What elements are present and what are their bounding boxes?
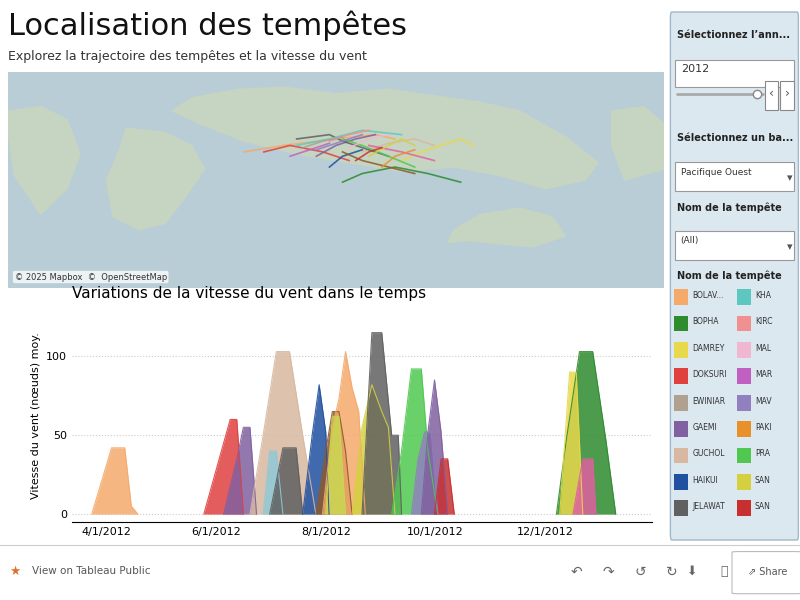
Text: EWINIAR: EWINIAR	[692, 397, 726, 406]
Bar	[674, 368, 688, 384]
Bar	[674, 448, 688, 463]
Bar	[737, 342, 751, 358]
Bar	[674, 316, 688, 331]
Text: Localisation des tempêtes: Localisation des tempêtes	[8, 11, 407, 41]
Bar	[674, 342, 688, 358]
Polygon shape	[172, 87, 598, 188]
Text: HAIKUI: HAIKUI	[692, 476, 718, 485]
Polygon shape	[106, 128, 205, 230]
Text: ↷: ↷	[602, 565, 614, 578]
Text: DOKSURI: DOKSURI	[692, 370, 726, 379]
FancyBboxPatch shape	[732, 551, 800, 594]
Text: PRA: PRA	[755, 449, 770, 458]
Text: BOLAV...: BOLAV...	[692, 291, 723, 300]
Text: KIRC: KIRC	[755, 317, 772, 326]
Text: ↻: ↻	[666, 565, 678, 578]
Text: Variations de la vitesse du vent dans le temps: Variations de la vitesse du vent dans le…	[72, 286, 426, 301]
Text: 2012: 2012	[681, 64, 709, 74]
Text: GAEMI: GAEMI	[692, 423, 717, 432]
Bar	[737, 368, 751, 384]
Text: ⬇: ⬇	[686, 565, 698, 578]
Text: ›: ›	[784, 88, 790, 100]
Text: DAMREY: DAMREY	[692, 344, 725, 353]
Bar	[674, 395, 688, 410]
Text: ‹: ‹	[769, 88, 774, 100]
FancyBboxPatch shape	[670, 12, 798, 540]
Y-axis label: Vitesse du vent (nœuds) moy.: Vitesse du vent (nœuds) moy.	[30, 332, 41, 499]
Text: ▾: ▾	[787, 242, 793, 251]
Polygon shape	[611, 107, 664, 180]
Text: Explorez la trajectoire des tempêtes et la vitesse du vent: Explorez la trajectoire des tempêtes et …	[8, 50, 367, 64]
FancyBboxPatch shape	[675, 59, 794, 87]
Text: Sélectionnez un ba...: Sélectionnez un ba...	[677, 133, 793, 143]
Text: ⇗ Share: ⇗ Share	[747, 566, 787, 577]
Bar	[737, 500, 751, 516]
Text: GUCHOL: GUCHOL	[692, 449, 725, 458]
FancyBboxPatch shape	[675, 163, 794, 191]
Text: (All): (All)	[681, 236, 699, 245]
Text: © 2025 Mapbox  ©  OpenStreetMap: © 2025 Mapbox © OpenStreetMap	[14, 272, 167, 281]
Text: PAKI: PAKI	[755, 423, 771, 432]
Text: Sélectionnez l’ann...: Sélectionnez l’ann...	[677, 31, 790, 40]
Bar	[737, 448, 751, 463]
Polygon shape	[8, 107, 80, 215]
Bar	[674, 289, 688, 305]
Text: Nom de la tempête: Nom de la tempête	[677, 271, 782, 281]
Text: ⛶: ⛶	[720, 565, 728, 578]
Bar	[737, 316, 751, 331]
Bar	[737, 421, 751, 437]
Text: SAN: SAN	[755, 476, 770, 485]
Bar	[737, 289, 751, 305]
Text: ↺: ↺	[634, 565, 646, 578]
FancyBboxPatch shape	[765, 81, 778, 110]
Text: ▾: ▾	[787, 173, 793, 183]
Bar	[737, 395, 751, 410]
Text: BOPHA: BOPHA	[692, 317, 718, 326]
FancyBboxPatch shape	[780, 81, 794, 110]
Bar	[674, 500, 688, 516]
Text: Nom de la tempête: Nom de la tempête	[677, 202, 782, 212]
Bar	[674, 474, 688, 490]
Text: View on Tableau Public: View on Tableau Public	[32, 566, 150, 577]
FancyBboxPatch shape	[675, 231, 794, 260]
Bar	[737, 474, 751, 490]
Polygon shape	[447, 208, 566, 247]
Text: JELAWAT: JELAWAT	[692, 502, 725, 511]
Text: MAR: MAR	[755, 370, 772, 379]
Text: KHA: KHA	[755, 291, 771, 300]
Text: ★: ★	[10, 565, 21, 578]
Bar	[674, 421, 688, 437]
Text: Pacifique Ouest: Pacifique Ouest	[681, 168, 751, 177]
Text: MAV: MAV	[755, 397, 771, 406]
Text: ↶: ↶	[570, 565, 582, 578]
Text: MAL: MAL	[755, 344, 771, 353]
Text: SAN: SAN	[755, 502, 770, 511]
